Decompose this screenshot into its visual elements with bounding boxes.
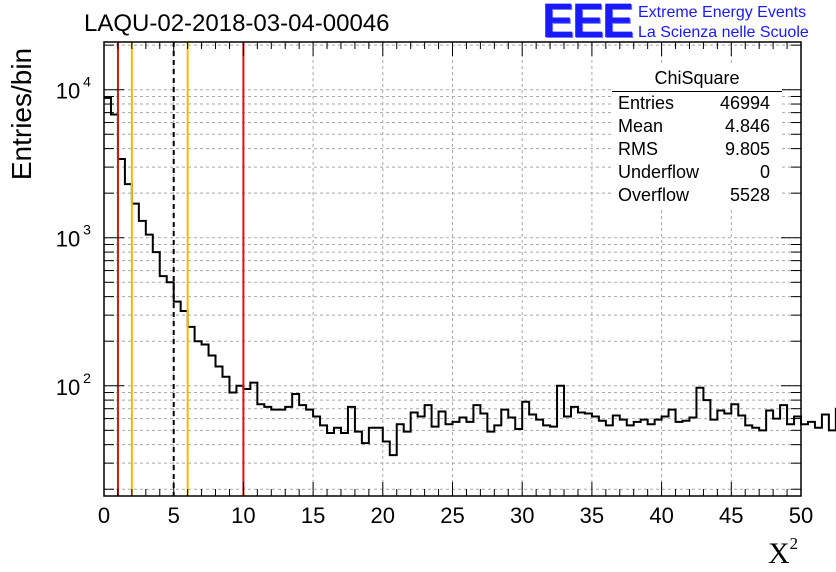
stats-value: 0 bbox=[759, 162, 770, 182]
stats-row-overflow: Overflow 5528 bbox=[618, 185, 770, 207]
axis-ticks bbox=[103, 42, 802, 496]
eee-logo-line2: La Scienza nelle Scuole bbox=[638, 24, 809, 41]
x-tick-label: 35 bbox=[580, 503, 604, 528]
x-axis-label-base: X bbox=[768, 537, 790, 570]
stats-key: Entries bbox=[618, 93, 675, 113]
marker-lines bbox=[116, 42, 245, 496]
stats-row-mean: Mean 4.846 bbox=[618, 116, 770, 138]
x-tick-label: 25 bbox=[440, 503, 464, 528]
x-tick-label: 0 bbox=[98, 503, 110, 528]
y-tick-label-exponent: 2 bbox=[83, 370, 91, 386]
y-tick-label: 10 bbox=[56, 79, 80, 104]
y-axis-label: Entries/bin bbox=[6, 47, 37, 181]
stats-divider bbox=[612, 91, 782, 92]
x-axis-label-exponent: 2 bbox=[789, 534, 799, 553]
plot-title: LAQU-02-2018-03-04-00046 bbox=[84, 10, 390, 37]
x-tick-label: 15 bbox=[301, 503, 325, 528]
y-tick-label: 10 bbox=[56, 227, 80, 252]
stats-key: Mean bbox=[618, 116, 664, 136]
stats-value: 46994 bbox=[719, 93, 770, 113]
histogram-series bbox=[104, 96, 836, 457]
stats-key: Overflow bbox=[618, 185, 690, 205]
x-tick-label: 30 bbox=[510, 503, 534, 528]
stats-row-entries: Entries 46994 bbox=[618, 93, 770, 115]
y-tick-label-exponent: 4 bbox=[83, 74, 91, 90]
x-tick-label: 5 bbox=[168, 503, 180, 528]
eee-logo-line1: Extreme Energy Events bbox=[638, 4, 807, 21]
x-tick-label: 40 bbox=[649, 503, 673, 528]
histogram-step-line bbox=[104, 96, 836, 457]
y-tick-label: 10 bbox=[56, 375, 80, 400]
stats-value: 4.846 bbox=[724, 116, 770, 136]
stats-box: ChiSquare Entries 46994 Mean 4.846 RMS 9… bbox=[612, 66, 782, 208]
stats-title: ChiSquare bbox=[654, 68, 740, 88]
x-tick-label: 50 bbox=[789, 503, 813, 528]
stats-value: 5528 bbox=[729, 185, 770, 205]
grid-lines bbox=[104, 42, 801, 496]
x-tick-label: 10 bbox=[231, 503, 255, 528]
stats-row-rms: RMS 9.805 bbox=[618, 139, 770, 161]
x-tick-label: 45 bbox=[719, 503, 743, 528]
x-tick-label: 20 bbox=[371, 503, 395, 528]
stats-value: 9.805 bbox=[724, 139, 770, 159]
y-tick-label-exponent: 3 bbox=[83, 222, 91, 238]
stats-key: RMS bbox=[618, 139, 658, 159]
stats-key: Underflow bbox=[618, 162, 700, 182]
stats-row-underflow: Underflow 0 bbox=[618, 162, 770, 184]
eee-logo-mark: EEE bbox=[542, 0, 634, 48]
x-tick-labels: 0 5 10 15 20 25 30 35 40 45 50 bbox=[98, 503, 813, 528]
x-axis-label: X2 bbox=[768, 534, 798, 571]
